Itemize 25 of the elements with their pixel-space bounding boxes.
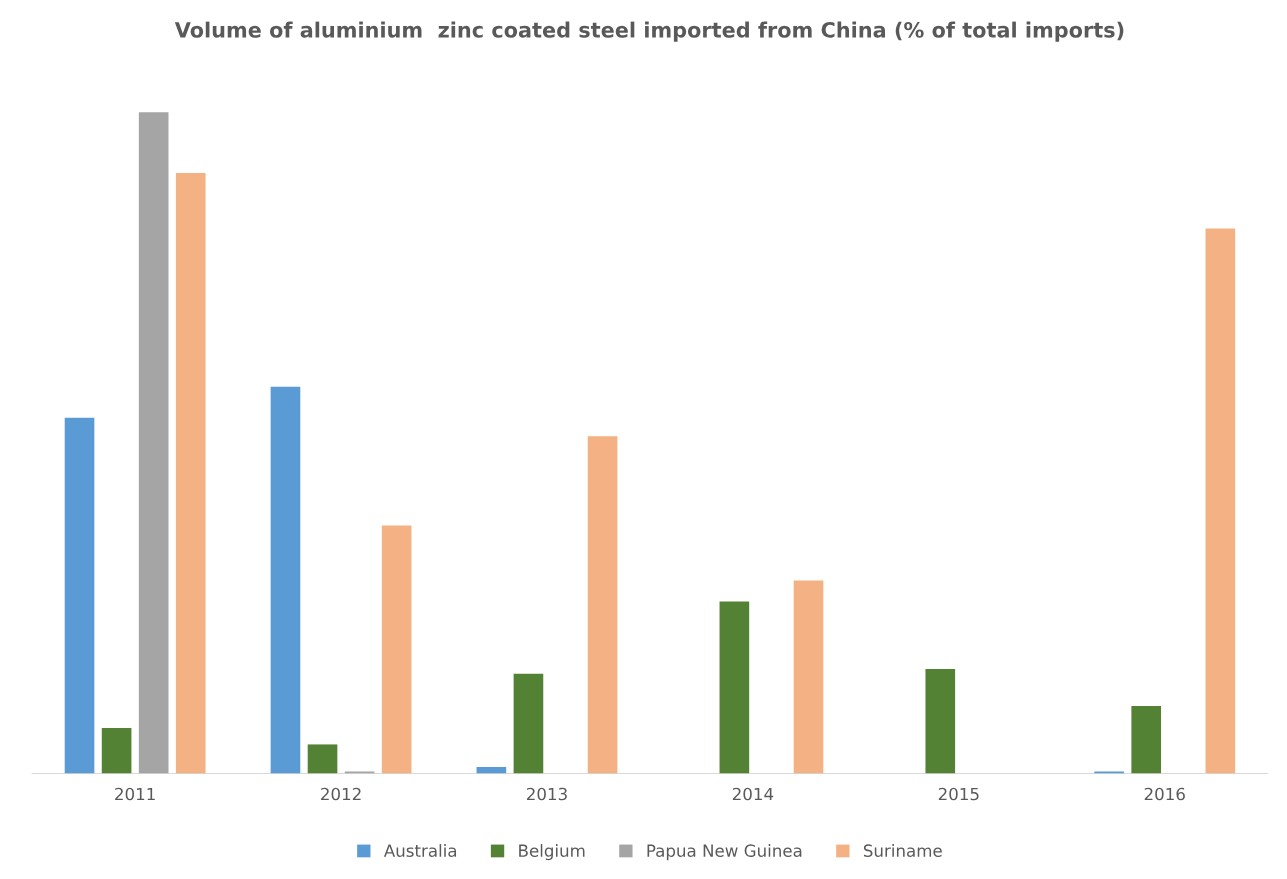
x-tick-label: 2015 xyxy=(938,787,979,801)
bar xyxy=(64,417,95,774)
bar xyxy=(1205,228,1236,774)
x-tick-label: 2013 xyxy=(526,787,567,801)
legend-label: Australia xyxy=(383,844,457,857)
x-tick-label: 2016 xyxy=(1144,787,1185,801)
bar xyxy=(175,173,206,774)
bar xyxy=(793,580,824,774)
bar xyxy=(513,673,544,774)
x-tick-label: 2014 xyxy=(732,787,774,801)
bar xyxy=(1131,706,1162,774)
x-tick-label: 2011 xyxy=(115,787,155,801)
legend-label: Suriname xyxy=(863,844,942,857)
bar xyxy=(307,744,338,774)
bar xyxy=(138,112,169,774)
bar xyxy=(381,525,412,774)
bar xyxy=(101,727,132,774)
chart-title: Volume of aluminium zinc coated steel imported from China (% of total imports) xyxy=(174,21,1124,42)
bar xyxy=(925,669,956,774)
legend-label: Papua New Guinea xyxy=(647,844,802,861)
bar xyxy=(270,386,301,774)
bar xyxy=(587,436,618,774)
legend-label: Belgium xyxy=(519,844,585,861)
x-tick-label: 2012 xyxy=(321,787,361,801)
bar xyxy=(719,601,750,774)
